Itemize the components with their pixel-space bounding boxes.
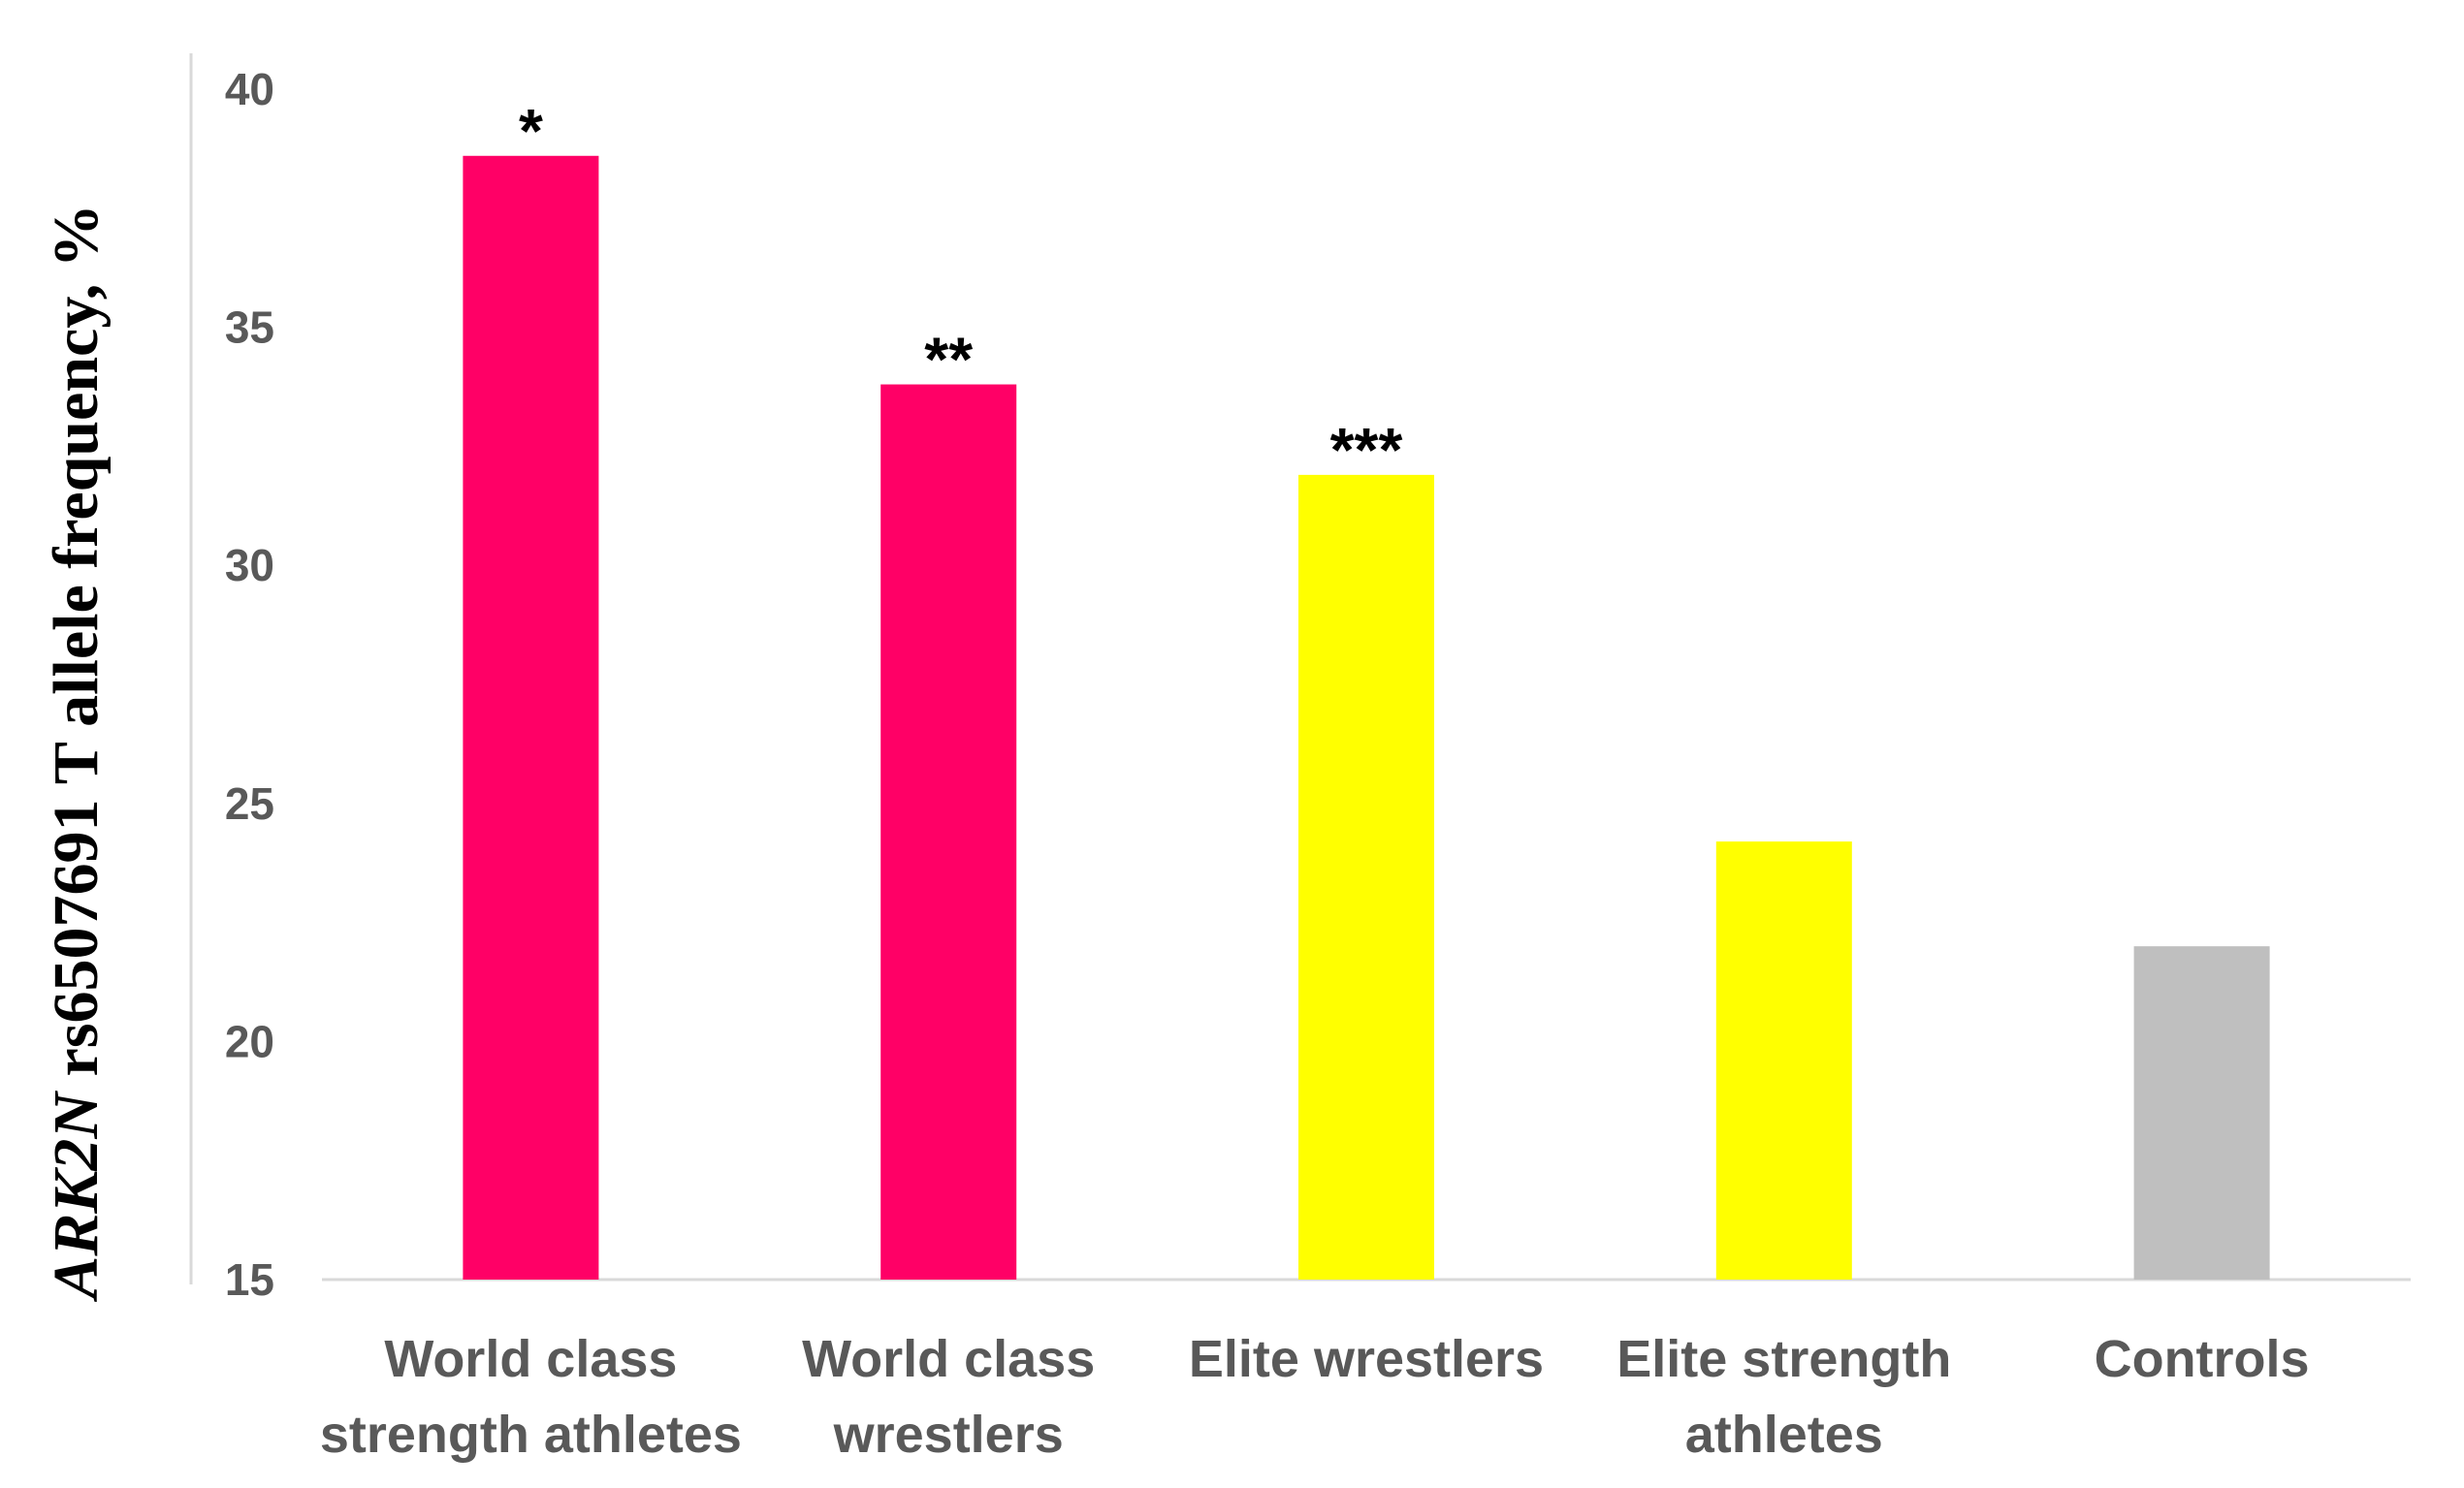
y-tick-label: 20 (225, 1016, 274, 1066)
category-label: World class (802, 1330, 1095, 1388)
bars (463, 155, 2270, 1280)
labels: 15 20 25 30 35 40 * World class strength athlete… (225, 64, 2310, 1464)
y-tick-label: 35 (225, 302, 274, 353)
y-axis-title-gene: ARK2N (41, 1091, 112, 1303)
category-label: athletes (1685, 1406, 1883, 1464)
y-tick-label: 30 (225, 540, 274, 590)
bar (463, 155, 599, 1280)
y-axis-title: ARK2N rs6507691 T allele frequency, % (41, 204, 112, 1302)
y-tick-label: 40 (225, 64, 274, 114)
category-label: Elite strength (1616, 1330, 1951, 1388)
y-tick-label: 15 (225, 1254, 274, 1305)
category-label: wrestlers (833, 1406, 1064, 1464)
bar (1715, 841, 1852, 1280)
bar (2133, 946, 2270, 1280)
bar (880, 384, 1017, 1280)
significance-marker: ** (924, 325, 973, 395)
y-axis-title-rest: rs6507691 T allele frequency, % (41, 204, 112, 1092)
significance-marker: *** (1330, 415, 1403, 485)
bar (1298, 474, 1434, 1280)
category-label: World class (384, 1330, 677, 1388)
y-tick-label: 25 (225, 778, 274, 829)
category-label: Controls (2095, 1330, 2310, 1388)
category-label: Elite wrestlers (1189, 1330, 1544, 1388)
category-label: strength athletes (320, 1406, 742, 1464)
significance-marker: * (519, 96, 543, 166)
